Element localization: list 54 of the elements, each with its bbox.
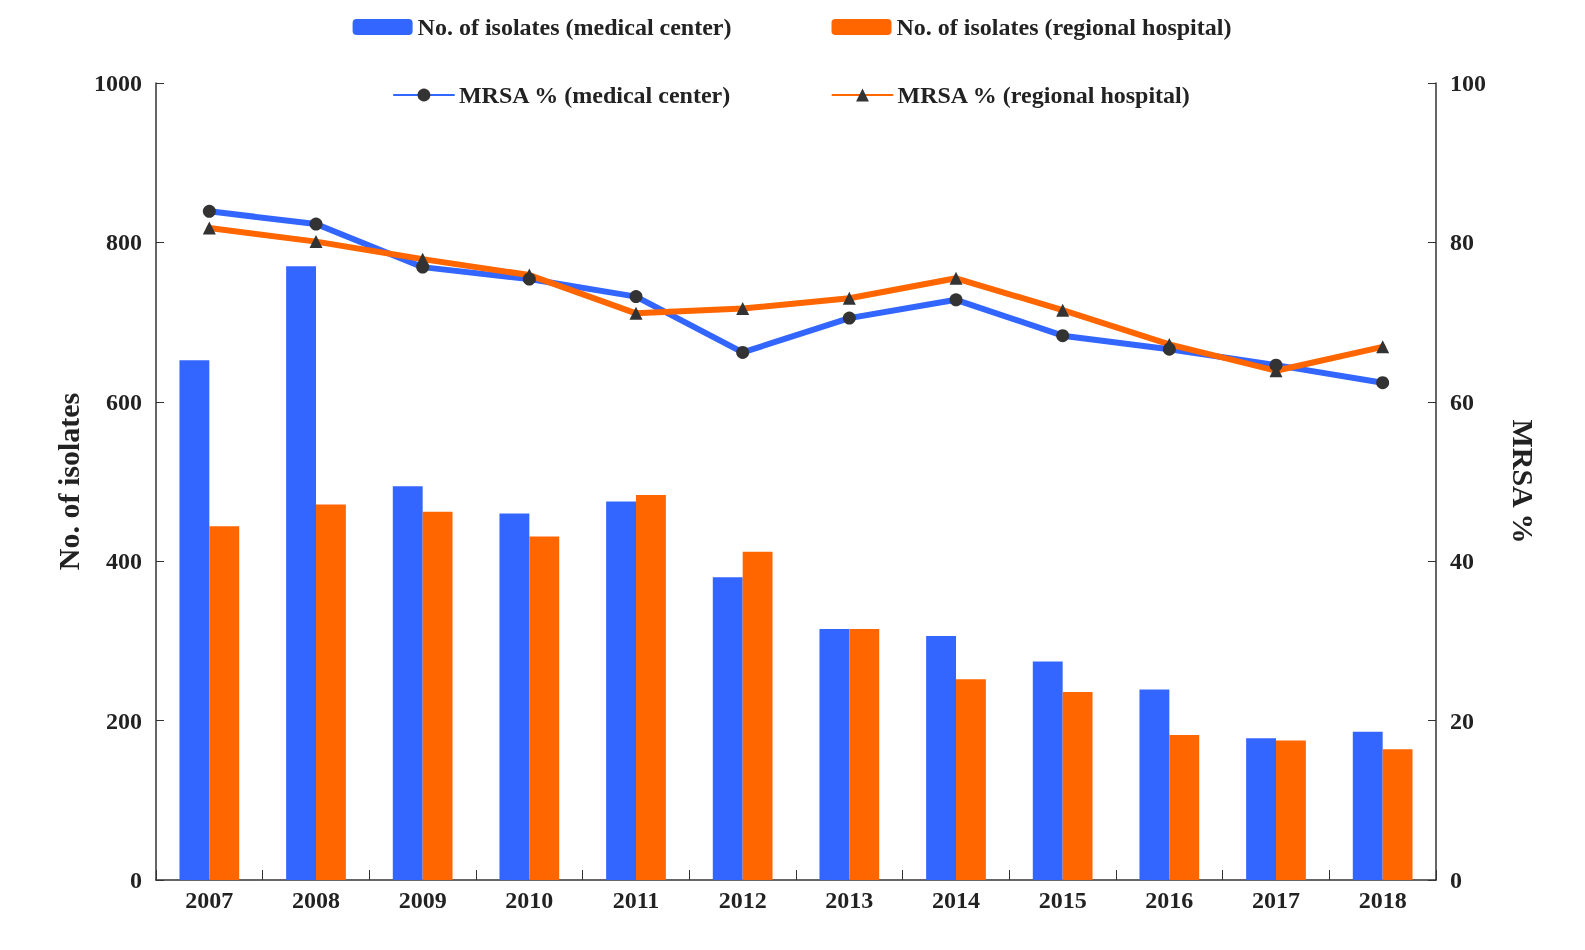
bar bbox=[286, 266, 316, 880]
y-tick-label: 600 bbox=[106, 388, 142, 415]
y-tick-label: 400 bbox=[106, 548, 142, 575]
y-tick-label: 200 bbox=[106, 707, 142, 734]
y2-tick-label: 100 bbox=[1450, 70, 1486, 96]
bar bbox=[392, 486, 423, 880]
x-tick-label: 2008 bbox=[292, 887, 340, 913]
bar bbox=[316, 504, 346, 880]
bar bbox=[529, 536, 560, 880]
x-tick-label: 2011 bbox=[612, 887, 660, 913]
bar bbox=[636, 495, 666, 880]
bar bbox=[956, 679, 986, 880]
y2-tick-label: 60 bbox=[1450, 388, 1474, 415]
legend-label: MRSA % (medical center) bbox=[458, 82, 731, 108]
bar bbox=[209, 526, 240, 880]
x-tick-label: 2014 bbox=[932, 887, 980, 913]
bar bbox=[499, 513, 530, 880]
y-tick-label: 0 bbox=[130, 867, 142, 893]
bar bbox=[422, 511, 453, 880]
bar bbox=[1382, 749, 1413, 880]
x-tick-label: 2012 bbox=[718, 887, 767, 913]
y-axis-title: No. of isolates bbox=[51, 392, 85, 571]
y-tick-label: 1000 bbox=[94, 70, 142, 96]
bar bbox=[712, 577, 743, 880]
y2-tick-label: 0 bbox=[1450, 867, 1462, 893]
y2-axis-title: MRSA % bbox=[1506, 419, 1540, 544]
legend-label: No. of isolates (medical center) bbox=[417, 14, 732, 40]
bar bbox=[1276, 740, 1306, 880]
x-tick-label: 2018 bbox=[1358, 887, 1407, 913]
y2-tick-label: 40 bbox=[1450, 548, 1474, 575]
bar bbox=[1139, 689, 1170, 880]
y-tick-label: 800 bbox=[106, 229, 142, 256]
legend-label: No. of isolates (regional hospital) bbox=[896, 14, 1232, 40]
x-tick-label: 2010 bbox=[505, 887, 554, 913]
x-tick-label: 2007 bbox=[185, 887, 234, 913]
bar bbox=[1246, 738, 1276, 880]
bar bbox=[1032, 661, 1063, 880]
x-tick-label: 2013 bbox=[825, 887, 874, 913]
bar bbox=[1169, 734, 1200, 880]
y2-tick-label: 80 bbox=[1450, 229, 1474, 256]
bar bbox=[926, 636, 956, 880]
x-tick-label: 2017 bbox=[1252, 887, 1300, 913]
bar bbox=[179, 360, 210, 880]
bar bbox=[606, 501, 636, 880]
x-tick-label: 2009 bbox=[398, 887, 447, 913]
bar bbox=[849, 628, 880, 880]
bar bbox=[742, 551, 773, 880]
bar bbox=[819, 628, 850, 880]
x-tick-label: 2016 bbox=[1145, 887, 1194, 913]
x-tick-label: 2015 bbox=[1038, 887, 1087, 913]
legend-label: MRSA % (regional hospital) bbox=[897, 82, 1190, 108]
y2-tick-label: 20 bbox=[1450, 707, 1474, 734]
bar bbox=[1062, 691, 1093, 880]
bar bbox=[1352, 731, 1383, 880]
